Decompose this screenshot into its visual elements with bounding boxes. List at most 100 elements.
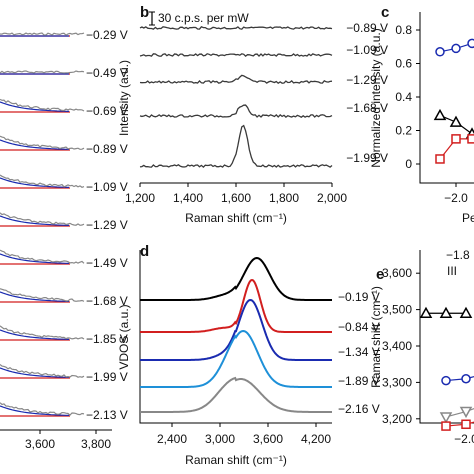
panel-c-tick-label: 0.4 [395, 90, 412, 104]
panel-b-voltage-label: −1.29 V [346, 73, 388, 87]
panel-b-tick-label: 1,600 [221, 191, 251, 205]
panel-c-circle-marker [435, 47, 445, 57]
panel-b-x-axis-label: Raman shift (cm⁻¹) [185, 211, 287, 225]
panel-a-spectrum [0, 249, 85, 264]
panel-a-spectrum [0, 402, 85, 416]
panel-c-y-axis-label: Normalized intensity (a.u.) [369, 28, 383, 167]
panel-a-voltage-label: −0.89 V [86, 142, 128, 156]
panel-e-tick-label: 3,500 [382, 303, 412, 317]
panel-e-y-axis-label: Raman shift (cm⁻¹) [369, 286, 383, 388]
panel-c-triangle-marker [449, 115, 463, 127]
panel-d-tick-label: 4,200 [301, 432, 331, 446]
panel-a-spectrum [0, 325, 85, 340]
panel-b-voltage-label: −1.09 V [346, 43, 388, 57]
panel-b-y-axis-label: Intensity (a.u.) [117, 60, 131, 136]
panel-c-axes [419, 12, 474, 184]
panel-e-triangle-down-marker [439, 412, 453, 424]
panel-a-voltage-label: −0.69 V [86, 104, 128, 118]
panel-b-spectrum [139, 53, 333, 58]
panel-d-voltage-label: −0.19 V [338, 290, 380, 304]
panel-e-triangle-marker [439, 306, 453, 318]
panel-c-ticks: 0 0.2 0.4 0.6 0.8 −2.0 [395, 23, 468, 205]
panel-b-voltage-label: −0.89 V [346, 21, 388, 35]
panel-a-voltage-label: −1.49 V [86, 256, 128, 270]
panel-d-spectrum [140, 278, 332, 333]
panel-b-ticks: 1,200 1,400 1,600 1,800 2,000 [125, 183, 347, 205]
panel-b-tick-label: 2,000 [317, 191, 347, 205]
panel-e-tick-label: 3,300 [382, 375, 412, 389]
panel-e-ticks: 3,200 3,300 3,400 3,500 3,600 −2.0 [382, 266, 474, 446]
panel-e-tick-label: 3,400 [382, 339, 412, 353]
panel-e: e −1.8 III 3,200 3,300 3,400 3,500 3,600 −2.0… [369, 248, 474, 446]
panel-e-circle-marker [461, 374, 471, 384]
panel-e-axes [419, 250, 474, 424]
panel-a-spectrum [0, 174, 85, 188]
panel-e-voltage-label: −1.8 [446, 248, 470, 262]
panel-b: b 30 c.p.s. per mW −0.89 V −1.09 V −1.29 V… [117, 4, 388, 225]
panel-a-fit-curve [0, 177, 70, 188]
panel-e-letter: e [376, 266, 384, 283]
panel-e-triangle-marker [419, 306, 433, 318]
panel-b-spectrum [139, 104, 333, 118]
panel-a-spectrum [0, 32, 85, 36]
panel-e-tick-label: 3,200 [382, 412, 412, 426]
panel-a-voltage-label: −1.68 V [86, 294, 128, 308]
panel-a-voltage-label: −0.29 V [86, 28, 128, 42]
panel-e-series [419, 306, 474, 431]
panel-a-spectra [0, 32, 85, 417]
panel-e-roman-label: III [447, 264, 457, 278]
panel-b-spectrum [139, 74, 333, 85]
panel-b-letter: b [140, 4, 149, 21]
panel-c-tick-label: 0 [405, 157, 412, 171]
panel-b-scale-label: 30 c.p.s. per mW [158, 11, 249, 25]
panel-a-fit-curve [0, 253, 70, 264]
panel-d-voltage-label: −2.16 V [338, 402, 380, 416]
panel-d-spectra: −0.19 V −0.84 V −1.34 V −1.89 V −2.16 V [140, 256, 380, 416]
panel-c-circle-marker [467, 38, 474, 49]
panel-a-voltage-label: −2.13 V [86, 408, 128, 422]
panel-d: d −0.19 V −0.84 V −1.34 V −1.89 V −2.16 V 2,… [117, 243, 380, 467]
panel-e-square-marker [461, 419, 471, 430]
panel-d-voltage-label: −0.84 V [338, 320, 380, 334]
panel-a-spectrum [0, 135, 85, 150]
panel-e-triangle-down-marker [459, 406, 473, 419]
panel-c-square-marker [435, 154, 445, 164]
panel-a-tick-label: 3,600 [25, 437, 55, 451]
panel-c: c 0 0.2 0.4 0.6 0.8 −2.0 Normalized intensity… [369, 4, 474, 225]
panel-d-tick-label: 3,000 [205, 432, 235, 446]
panel-a-spectrum [0, 212, 85, 226]
panel-b-voltage-label: −1.99 V [346, 151, 388, 165]
panel-b-tick-label: 1,800 [269, 191, 299, 205]
panel-b-spectra: −0.89 V −1.09 V −1.29 V −1.68 V −1.99 V [139, 21, 388, 168]
panel-d-spectrum [140, 298, 332, 361]
panel-d-tick-label: 2,400 [157, 432, 187, 446]
panel-d-voltage-label: −1.34 V [338, 345, 380, 359]
panel-d-voltage-label: −1.89 V [338, 374, 380, 388]
panel-c-square-marker [451, 134, 461, 144]
panel-a-voltage-label: −1.99 V [86, 370, 128, 384]
panel-a-fit-curve [0, 329, 70, 340]
panel-a-fit-curve [0, 215, 70, 226]
panel-e-tick-label: 3,600 [382, 266, 412, 280]
panel-d-spectrum [140, 329, 332, 388]
panel-a-voltage-label: −1.29 V [86, 218, 128, 232]
panel-d-y-axis-label: VDOS (a.u.) [117, 304, 131, 369]
panel-e-circle-marker [441, 375, 451, 386]
panel-a-spectrum [0, 70, 85, 74]
panel-d-tick-label: 3,600 [253, 432, 283, 446]
panel-e-x-tick-label: −2.0 [454, 432, 474, 446]
panel-a-fit-curve [0, 101, 70, 112]
panel-a-spectrum [0, 288, 85, 302]
panel-c-circle-marker [451, 43, 461, 54]
panel-c-series [433, 38, 474, 164]
panel-d-x-axis-label: Raman shift (cm⁻¹) [185, 453, 287, 467]
panel-a-fit-curve [0, 367, 70, 378]
panel-c-letter: c [381, 4, 389, 21]
panel-c-tick-label: 0.6 [395, 57, 412, 71]
panel-b-tick-label: 1,200 [125, 191, 155, 205]
panel-c-tick-label: 0.2 [395, 124, 412, 138]
panel-a-spectrum [0, 98, 85, 112]
panel-c-x-axis-label-partial: Pe [462, 211, 474, 225]
panel-c-tick-label: 0.8 [395, 23, 412, 37]
